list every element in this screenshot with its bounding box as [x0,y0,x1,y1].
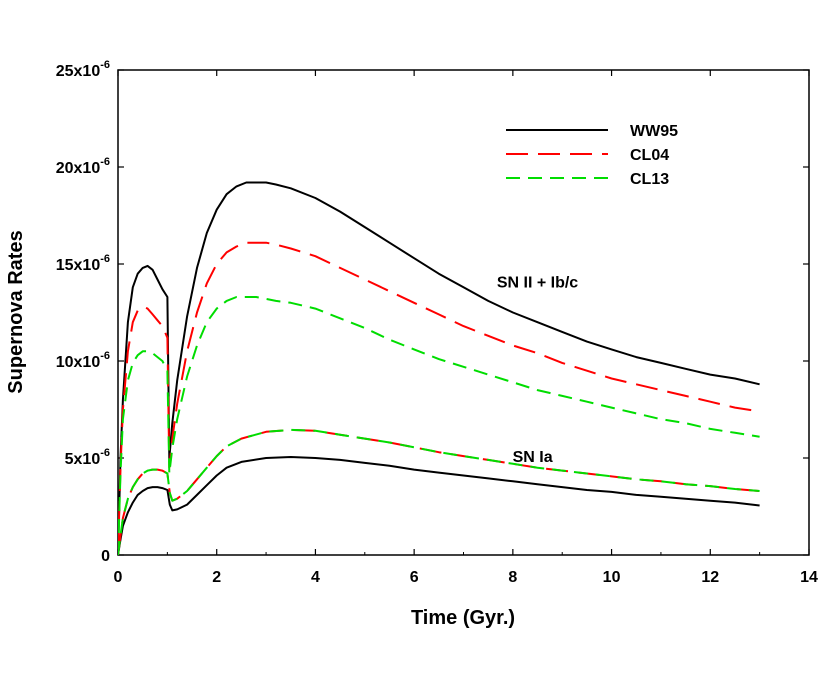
series-line-cl04-sn-ia [118,428,760,555]
legend: WW95 CL04 CL13 [506,123,678,188]
x-axis-title: Time (Gyr.) [411,607,515,629]
series-line-cl13-sn-ia [118,428,760,555]
series-line-ww95-sn-ii [118,181,760,555]
y-tick-label: 25x10-6 [56,59,110,80]
x-tick-label: 12 [701,569,719,586]
x-tick-label: 8 [508,569,517,586]
annotations: SN II + Ib/c SN Ia [497,274,578,466]
x-tick-label: 6 [410,569,419,586]
y-tick-label: 5x10-6 [65,447,110,468]
annotation-label: SN Ia [513,449,553,466]
series-line-cl13-sn-ii [118,296,760,555]
legend-label-ww95: WW95 [630,123,678,140]
x-tick-label: 2 [212,569,221,586]
y-axis-title: Supernova Rates [5,230,27,393]
series-line-ww95-sn-ia [118,456,760,555]
series-line-cl04-sn-ii [118,241,760,555]
legend-label-cl04: CL04 [630,147,669,164]
series-layer [118,181,760,555]
legend-label-cl13: CL13 [630,171,669,188]
x-tick-label: 4 [311,569,320,586]
y-tick-label: 0 [101,548,110,565]
y-tick-label: 10x10-6 [56,350,110,371]
x-tick-label: 10 [603,569,621,586]
x-tick-label: 0 [114,569,123,586]
y-tick-label: 15x10-6 [56,253,110,274]
x-tick-label: 14 [800,569,818,586]
annotation-label: SN II + Ib/c [497,274,578,291]
plot-frame [117,69,810,556]
y-tick-label: 20x10-6 [56,156,110,177]
